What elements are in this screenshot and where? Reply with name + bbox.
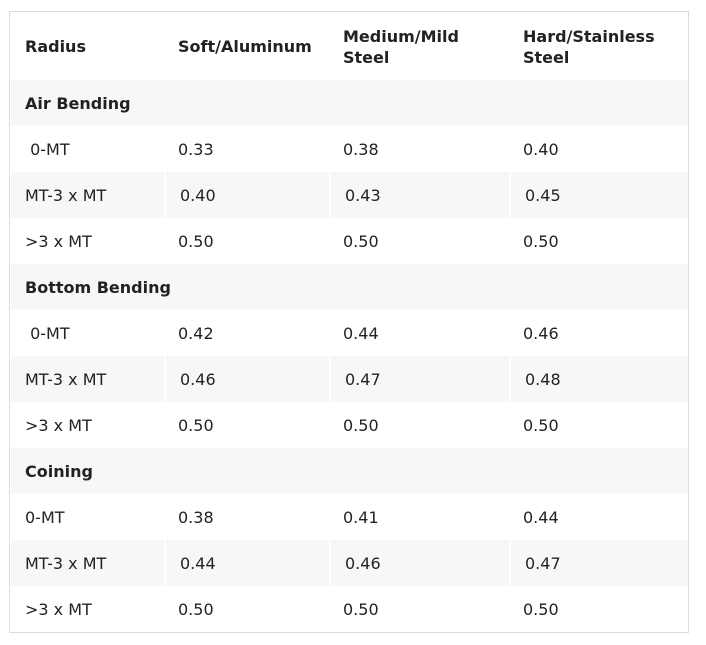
value-cell: 0.44 xyxy=(343,323,379,343)
table-row: 0-MT 0.42 0.44 0.46 xyxy=(11,310,688,356)
value-cell: 0.46 xyxy=(523,323,559,343)
value-cell: 0.38 xyxy=(343,139,379,159)
header-hard-stainless-steel: Hard/Stainless Steel xyxy=(523,26,655,67)
table-row: >3 x MT 0.50 0.50 0.50 xyxy=(11,218,688,264)
table-row: >3 x MT 0.50 0.50 0.50 xyxy=(11,402,688,448)
value-cell: 0.50 xyxy=(343,599,379,619)
table-row: MT-3 x MT 0.44 0.46 0.47 xyxy=(11,540,688,586)
section-title: Air Bending xyxy=(11,80,688,126)
header-radius: Radius xyxy=(25,37,86,56)
value-cell: 0.50 xyxy=(178,599,214,619)
radius-cell: 0-MT xyxy=(25,507,65,527)
value-cell: 0.33 xyxy=(178,139,214,159)
value-cell: 0.50 xyxy=(523,599,559,619)
value-cell: 0.44 xyxy=(523,507,559,527)
table-row: >3 x MT 0.50 0.50 0.50 xyxy=(11,586,688,632)
value-cell: 0.48 xyxy=(509,356,688,402)
radius-cell: MT-3 x MT xyxy=(11,540,164,586)
table-row: 0-MT 0.38 0.41 0.44 xyxy=(11,494,688,540)
value-cell: 0.45 xyxy=(509,172,688,218)
table-row: MT-3 x MT 0.46 0.47 0.48 xyxy=(11,356,688,402)
value-cell: 0.40 xyxy=(523,139,559,159)
table-row: MT-3 x MT 0.40 0.43 0.45 xyxy=(11,172,688,218)
section-row-bottom-bending: Bottom Bending xyxy=(11,264,688,310)
value-cell: 0.40 xyxy=(164,172,329,218)
header-row: Radius Soft/Aluminum Medium/Mild Steel H… xyxy=(11,13,688,80)
k-factor-table-container: Radius Soft/Aluminum Medium/Mild Steel H… xyxy=(9,11,689,633)
table-row: 0-MT 0.33 0.38 0.40 xyxy=(11,126,688,172)
value-cell: 0.46 xyxy=(329,540,509,586)
value-cell: 0.43 xyxy=(329,172,509,218)
value-cell: 0.50 xyxy=(178,415,214,435)
header-soft-aluminum: Soft/Aluminum xyxy=(178,37,312,56)
k-factor-table: Radius Soft/Aluminum Medium/Mild Steel H… xyxy=(11,13,688,632)
section-title: Bottom Bending xyxy=(11,264,688,310)
section-row-air-bending: Air Bending xyxy=(11,80,688,126)
header-medium-mild-steel: Medium/Mild Steel xyxy=(343,26,459,67)
value-cell: 0.47 xyxy=(509,540,688,586)
section-row-coining: Coining xyxy=(11,448,688,494)
radius-cell: >3 x MT xyxy=(25,231,92,251)
value-cell: 0.50 xyxy=(523,415,559,435)
value-cell: 0.47 xyxy=(329,356,509,402)
value-cell: 0.50 xyxy=(343,231,379,251)
value-cell: 0.41 xyxy=(343,507,379,527)
radius-cell: MT-3 x MT xyxy=(11,356,164,402)
value-cell: 0.38 xyxy=(178,507,214,527)
value-cell: 0.46 xyxy=(164,356,329,402)
value-cell: 0.44 xyxy=(164,540,329,586)
section-title: Coining xyxy=(11,448,688,494)
radius-cell: 0-MT xyxy=(25,139,70,159)
radius-cell: 0-MT xyxy=(25,323,70,343)
value-cell: 0.50 xyxy=(343,415,379,435)
value-cell: 0.42 xyxy=(178,323,214,343)
radius-cell: >3 x MT xyxy=(25,599,92,619)
radius-cell: MT-3 x MT xyxy=(11,172,164,218)
value-cell: 0.50 xyxy=(178,231,214,251)
value-cell: 0.50 xyxy=(523,231,559,251)
radius-cell: >3 x MT xyxy=(25,415,92,435)
